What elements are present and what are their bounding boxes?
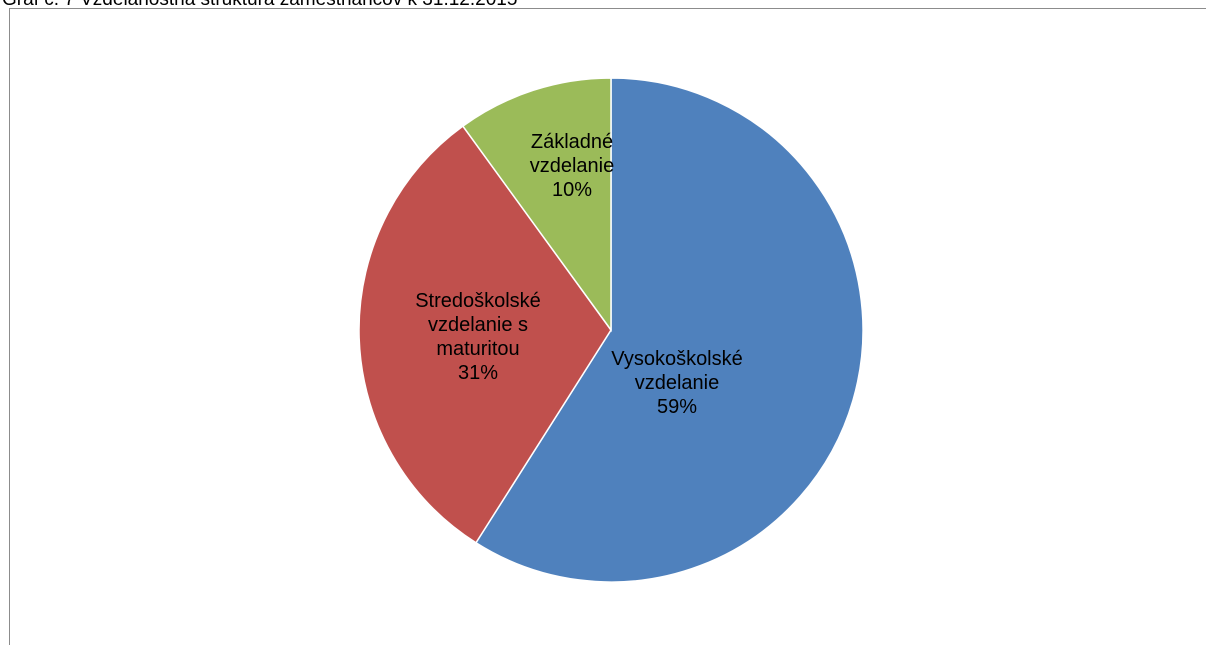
slice-label: Stredoškolské vzdelanie s maturitou 31% <box>388 289 568 385</box>
slice-label: Vysokoškolské vzdelanie 59% <box>602 347 752 419</box>
category-label: Základné vzdelanie <box>529 131 615 177</box>
chart-title: Graf č. 7 Vzdelanostná štruktúra zamestn… <box>2 0 517 11</box>
value-label: 59% <box>656 396 698 418</box>
category-label: Vysokoškolské vzdelanie <box>611 348 743 394</box>
pie-slice <box>474 77 864 583</box>
slice-label: Základné vzdelanie 10% <box>522 130 622 202</box>
pie-slice <box>358 125 612 544</box>
category-label: Stredoškolské vzdelanie s maturitou <box>415 290 541 360</box>
value-label: 10% <box>551 179 593 201</box>
chart-frame <box>9 8 1206 645</box>
pie-slice <box>461 77 612 333</box>
value-label: 31% <box>457 362 499 384</box>
